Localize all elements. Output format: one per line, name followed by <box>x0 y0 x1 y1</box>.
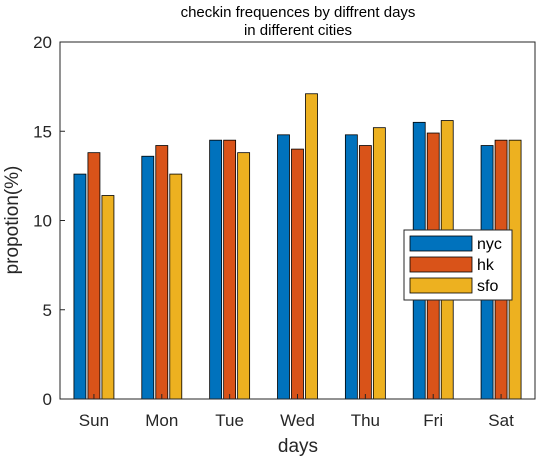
bar-sfo-wed <box>305 93 318 400</box>
bar-hk-wed <box>291 148 304 400</box>
bar-hk-mon <box>155 145 169 400</box>
bars-layer <box>73 93 522 400</box>
legend-swatch-hk <box>409 256 473 273</box>
ticks-layer: 0 5 10 15 20 Sun Mon Tue Wed Thu Fri Sat <box>33 33 514 430</box>
bar-hk-tue <box>223 139 237 400</box>
y-tick-label: 15 <box>33 122 52 141</box>
x-tick-label-fri: Fri <box>423 411 443 430</box>
x-tick-label-sun: Sun <box>79 411 109 430</box>
bar-nyc-tue <box>209 139 223 400</box>
bar-hk-thu <box>358 145 372 400</box>
chart-title-line-1: checkin frequences by diffrent days <box>181 4 416 21</box>
legend-label-hk: hk <box>477 257 495 274</box>
bar-sfo-mon <box>169 173 183 400</box>
chart-title-line-2: in different cities <box>244 22 352 39</box>
legend-label-sfo: sfo <box>477 278 498 295</box>
legend-swatch-nyc <box>409 235 473 252</box>
bar-sfo-tue <box>237 152 251 400</box>
bar-nyc-mon <box>141 155 155 400</box>
bar-hk-sun <box>87 152 101 400</box>
legend-label-nyc: nyc <box>477 236 502 253</box>
bar-sfo-thu <box>372 127 386 400</box>
legend-items: nyc hk sfo <box>409 235 502 295</box>
y-tick-label: 5 <box>43 301 52 320</box>
bar-nyc-thu <box>344 134 358 400</box>
x-axis-label: days <box>278 436 318 457</box>
legend-swatch-sfo <box>409 277 473 294</box>
y-axis-label: propotion(%) <box>2 166 23 275</box>
legend: nyc hk sfo <box>403 229 513 301</box>
y-tick-label: 10 <box>33 212 52 231</box>
bar-sfo-sun <box>101 195 115 400</box>
x-tick-label-sat: Sat <box>488 411 514 430</box>
bar-nyc-sun <box>73 173 87 400</box>
x-tick-label-thu: Thu <box>351 411 380 430</box>
x-tick-label-mon: Mon <box>145 411 178 430</box>
y-tick-label: 0 <box>43 390 52 409</box>
y-tick-label: 20 <box>33 33 52 52</box>
bar-nyc-wed <box>277 134 290 400</box>
x-tick-label-tue: Tue <box>215 411 244 430</box>
x-tick-label-wed: Wed <box>280 411 315 430</box>
